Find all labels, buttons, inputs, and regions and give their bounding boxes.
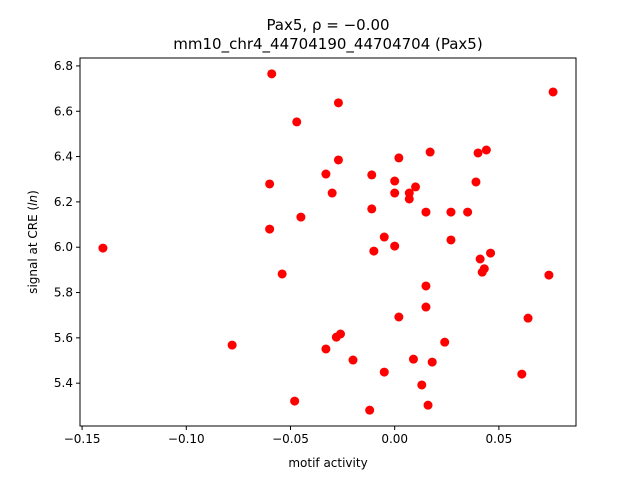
data-point — [425, 147, 435, 157]
data-point — [379, 232, 389, 242]
y-axis-ticks: 5.4 5.6 5.8 6.0 6.2 6.4 6.6 6.8 — [54, 59, 80, 390]
x-axis-label: motif activity — [288, 456, 367, 470]
data-point — [290, 396, 300, 406]
data-point — [408, 354, 418, 364]
data-point — [479, 264, 489, 274]
data-point — [486, 248, 496, 258]
data-point — [473, 148, 483, 158]
data-point — [421, 207, 431, 217]
y-axis-label: signal at CRE (ln) — [26, 190, 40, 294]
data-point — [227, 340, 237, 350]
chart-title: Pax5, ρ = −0.00 — [266, 16, 389, 34]
data-point — [417, 380, 427, 390]
data-point — [367, 170, 377, 180]
data-point — [277, 269, 287, 279]
data-point — [411, 182, 421, 192]
y-tick-label: 5.8 — [54, 286, 73, 300]
data-point — [369, 246, 379, 256]
data-point — [321, 169, 331, 179]
data-point — [440, 337, 450, 347]
data-point — [296, 212, 306, 222]
x-axis-ticks: −0.15 −0.10 −0.05 0.00 0.05 — [64, 426, 513, 446]
data-point — [331, 332, 341, 342]
x-tick-label: −0.10 — [168, 432, 205, 446]
data-point — [394, 312, 404, 322]
data-point — [267, 69, 277, 79]
y-tick-label: 6.0 — [54, 240, 73, 254]
x-tick-label: 0.00 — [381, 432, 408, 446]
data-point — [348, 355, 358, 365]
data-point — [333, 155, 343, 165]
data-point — [265, 224, 275, 234]
data-point — [292, 117, 302, 127]
chart-subtitle: mm10_chr4_44704190_44704704 (Pax5) — [173, 35, 482, 54]
data-point — [367, 204, 377, 214]
data-point — [421, 281, 431, 291]
data-point — [327, 188, 337, 198]
data-point — [265, 179, 275, 189]
data-point — [390, 176, 400, 186]
data-point — [423, 400, 433, 410]
y-tick-label: 6.6 — [54, 104, 73, 118]
data-point — [394, 153, 404, 163]
y-tick-label: 5.6 — [54, 331, 73, 345]
data-point — [471, 177, 481, 187]
y-tick-label: 6.8 — [54, 59, 73, 73]
data-point — [390, 241, 400, 251]
axes-frame — [79, 57, 577, 427]
data-point — [548, 87, 558, 97]
data-point — [427, 357, 437, 367]
y-tick-label: 6.2 — [54, 195, 73, 209]
data-point — [463, 207, 473, 217]
data-point — [379, 367, 389, 377]
x-tick-label: −0.05 — [272, 432, 309, 446]
data-point — [446, 235, 456, 245]
data-point — [523, 313, 533, 323]
data-point — [333, 98, 343, 108]
data-point — [475, 254, 485, 264]
y-tick-label: 6.4 — [54, 150, 73, 164]
data-point — [481, 145, 491, 155]
data-point — [517, 369, 527, 379]
data-point — [321, 344, 331, 354]
points-layer — [98, 69, 558, 415]
data-point — [98, 243, 108, 253]
data-point — [446, 207, 456, 217]
x-tick-label: −0.15 — [64, 432, 101, 446]
data-point — [404, 194, 414, 204]
data-point — [544, 270, 554, 280]
x-tick-label: 0.05 — [486, 432, 513, 446]
data-point — [421, 302, 431, 312]
y-tick-label: 5.4 — [54, 376, 73, 390]
data-point — [365, 405, 375, 415]
data-point — [390, 188, 400, 198]
